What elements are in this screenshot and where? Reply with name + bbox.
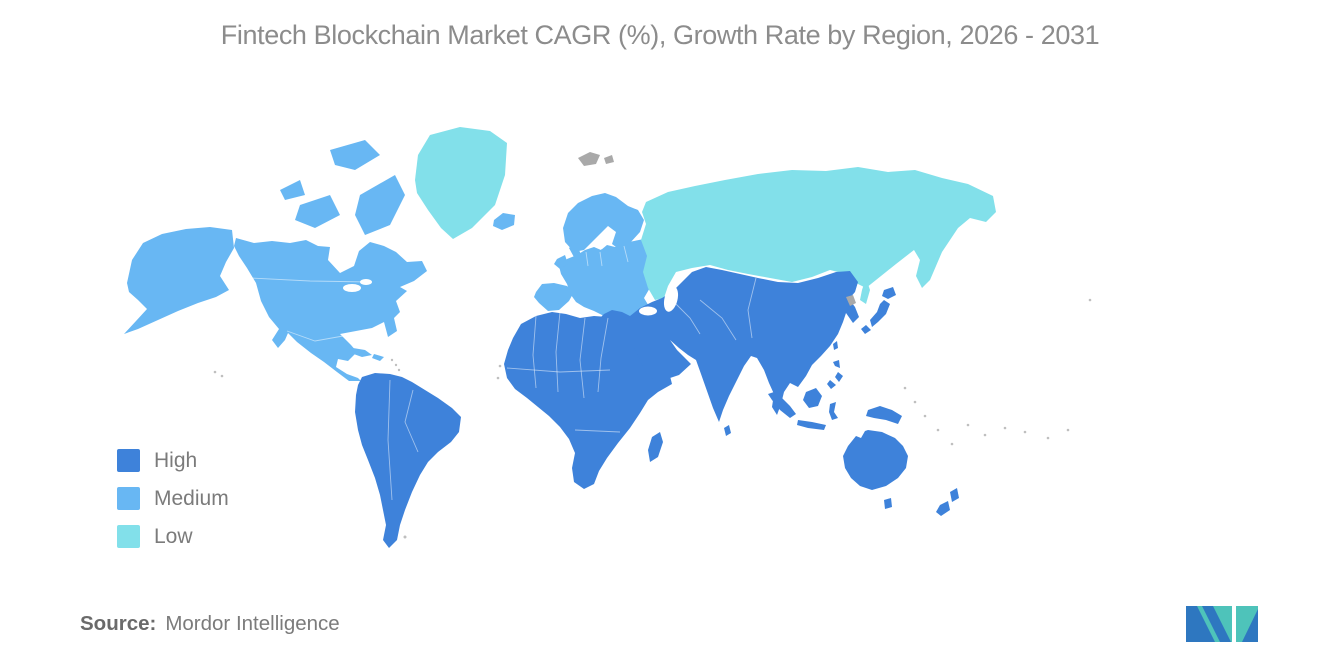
region-alaska: [124, 227, 234, 334]
region-africa: [504, 312, 672, 489]
source-value: Mordor Intelligence: [165, 612, 340, 635]
legend-swatch-low: [117, 525, 140, 548]
region-cuba: [347, 347, 372, 357]
logo-i-glyph: [1236, 606, 1258, 642]
legend-swatch-medium: [117, 487, 140, 510]
region-group-nodata: [578, 152, 856, 306]
region-australia: [843, 430, 908, 490]
legend-item-medium: Medium: [117, 487, 229, 510]
region-arctic-island-victoria: [295, 195, 340, 228]
legend: High Medium Low: [117, 449, 229, 548]
source-label: Source:: [80, 612, 157, 635]
region-sri-lanka: [724, 425, 731, 436]
country-border-hints: [249, 245, 757, 501]
logo-m-blue-stripe-right: [1202, 606, 1231, 642]
region-philippines-luzon: [833, 360, 840, 368]
region-hispaniola: [372, 354, 384, 361]
region-japan-kyushu: [861, 325, 871, 334]
region-russia: [641, 167, 996, 300]
region-great-britain: [569, 243, 587, 274]
region-japan-honshu: [870, 300, 890, 327]
region-sakhalin: [860, 278, 870, 304]
region-arctic-island-small: [280, 180, 305, 200]
region-wrangel-island: [872, 172, 890, 184]
legend-item-high: High: [117, 449, 229, 472]
region-sumatra: [768, 392, 796, 418]
logo-m-glyph: [1186, 606, 1232, 642]
mordor-intelligence-logo: [1186, 606, 1258, 642]
source-attribution: Source: Mordor Intelligence: [80, 612, 340, 636]
logo-m-blue-stripe-left: [1186, 606, 1215, 642]
region-north-america-mainland: [234, 238, 427, 381]
legend-label-high: High: [154, 449, 198, 472]
region-ireland: [554, 255, 568, 269]
great-lakes-west: [343, 284, 361, 292]
region-arctic-island-ellesmere: [330, 140, 380, 170]
region-java: [797, 420, 826, 430]
region-borneo: [803, 388, 822, 408]
legend-swatch-high: [117, 449, 140, 472]
region-group-medium: [124, 140, 653, 381]
region-group-low: [415, 127, 996, 304]
region-japan-hokkaido: [882, 287, 896, 299]
caspian-sea: [663, 286, 679, 312]
region-iceland: [493, 213, 515, 230]
region-madagascar: [648, 432, 663, 462]
region-new-guinea: [866, 406, 902, 424]
region-new-zealand-south: [936, 501, 950, 516]
legend-label-medium: Medium: [154, 487, 229, 510]
hudson-bay: [331, 249, 355, 269]
island-specks: [213, 298, 1092, 539]
lakes-and-seas: [331, 249, 679, 316]
region-greenland: [415, 127, 507, 239]
region-asia-middle-east: [598, 267, 859, 422]
chart-title: Fintech Blockchain Market CAGR (%), Grow…: [220, 20, 1100, 50]
black-sea: [639, 306, 657, 316]
region-sulawesi: [829, 402, 838, 420]
logo-i-blue-triangle: [1242, 609, 1258, 642]
region-group-high: [355, 267, 959, 548]
region-tasmania: [884, 498, 892, 509]
legend-label-low: Low: [154, 525, 193, 548]
region-arctic-island-baffin: [355, 175, 405, 235]
region-south-america: [355, 373, 461, 548]
legend-item-low: Low: [117, 525, 229, 548]
region-philippines-visayas: [835, 372, 843, 382]
region-new-zealand-north: [950, 488, 959, 502]
region-north-korea: [846, 295, 856, 306]
region-svalbard: [578, 152, 600, 166]
region-svalbard-east: [604, 155, 614, 164]
region-philippines-mindanao: [827, 380, 836, 389]
region-iberia: [534, 283, 574, 311]
region-scandinavia: [563, 193, 644, 252]
region-taiwan: [833, 341, 838, 350]
